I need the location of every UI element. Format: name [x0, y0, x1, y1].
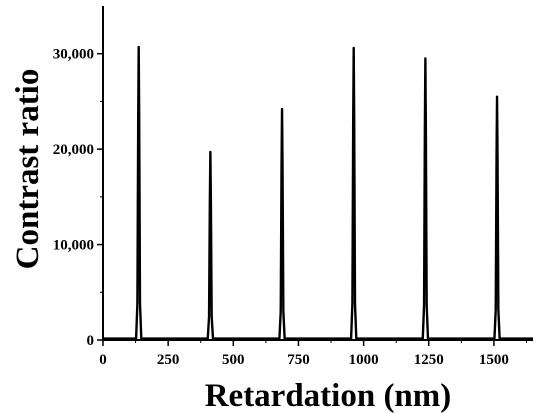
x-axis-title: Retardation (nm): [205, 378, 452, 414]
y-axis-title: Contrast ratio: [10, 69, 46, 270]
x-tick-label: 0: [99, 352, 107, 368]
ticks-layer: 0 250 500 750 1000 1250 1500 0 10,000 20,000 30,00…: [53, 47, 527, 368]
series-layer: [103, 45, 533, 340]
x-tick-label: 250: [157, 352, 180, 368]
y-tick-label: 20,000: [53, 142, 94, 158]
axes-layer: [102, 6, 533, 341]
y-tick-label: 10,000: [53, 238, 94, 254]
y-tick-label: 0: [87, 333, 95, 349]
series-line: [103, 45, 533, 340]
x-tick-label: 500: [222, 352, 245, 368]
x-tick-label: 750: [287, 352, 310, 368]
x-tick-label: 1250: [414, 352, 444, 368]
x-tick-label: 1500: [479, 352, 509, 368]
y-tick-label: 30,000: [53, 47, 94, 63]
x-tick-label: 1000: [349, 352, 379, 368]
